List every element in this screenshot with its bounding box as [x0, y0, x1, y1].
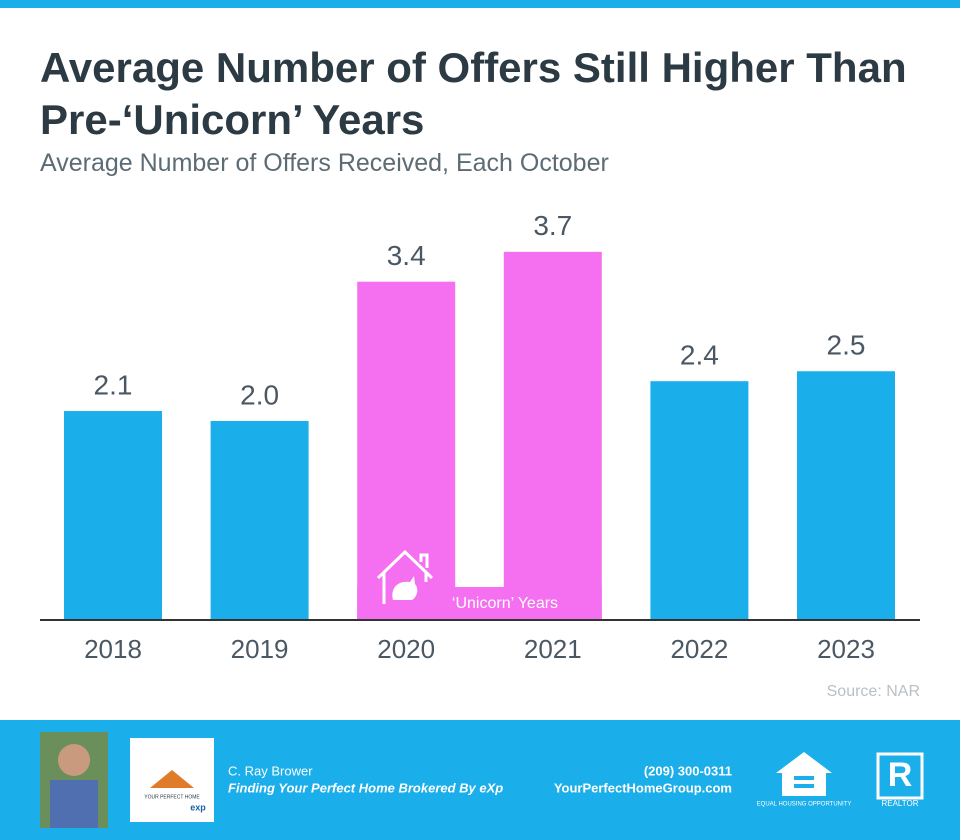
- bar: [797, 371, 895, 620]
- x-tick-label: 2021: [524, 634, 582, 664]
- phone: (209) 300-0311: [644, 763, 732, 778]
- x-tick-label: 2020: [377, 634, 435, 664]
- value-label: 3.4: [387, 240, 426, 271]
- equal-housing-bar: [794, 784, 814, 788]
- agent-photo-face: [58, 744, 90, 776]
- realtor-box: [876, 752, 924, 800]
- unicorn-icon: [392, 576, 418, 600]
- logo-brand: exp: [190, 802, 206, 812]
- unicorn-house-icon: [376, 549, 434, 604]
- bar: [503, 251, 602, 620]
- agent-name: C. Ray Brower: [228, 763, 313, 778]
- realtor-letter: R: [888, 756, 913, 794]
- annotation: ‘Unicorn’ Years: [452, 595, 558, 612]
- value-label: 2.0: [240, 379, 279, 410]
- source: Source: NAR: [827, 683, 920, 700]
- agent-tagline: Finding Your Perfect Home Brokered By eX…: [228, 780, 503, 795]
- realtor-text: REALTOR: [881, 799, 918, 808]
- equal-housing-text: EQUAL HOUSING OPPORTUNITY: [757, 802, 852, 808]
- agent-photo-shirt: [50, 780, 98, 828]
- equal-housing-icon: [776, 752, 832, 796]
- top-bar: [0, 0, 960, 8]
- bar: [64, 411, 162, 620]
- logo-text: YOUR PERFECT HOME: [144, 794, 200, 800]
- x-tick-label: 2023: [817, 634, 875, 664]
- chart-title: Average Number of Offers Still Higher Th…: [40, 44, 907, 143]
- logo-roof: [150, 770, 194, 788]
- bar: [210, 421, 309, 620]
- bar: [650, 381, 749, 620]
- equal-housing-bar: [794, 776, 814, 780]
- chart-subtitle: Average Number of Offers Received, Each …: [40, 149, 609, 177]
- x-tick-label: 2022: [670, 634, 728, 664]
- value-label: 2.5: [827, 330, 866, 361]
- website: YourPerfectHomeGroup.com: [554, 780, 732, 795]
- bar: [357, 281, 456, 620]
- x-tick-label: 2019: [231, 634, 289, 664]
- x-tick-label: 2018: [84, 634, 142, 664]
- value-label: 2.1: [94, 369, 133, 400]
- value-label: 3.7: [533, 210, 572, 241]
- value-label: 2.4: [680, 340, 719, 371]
